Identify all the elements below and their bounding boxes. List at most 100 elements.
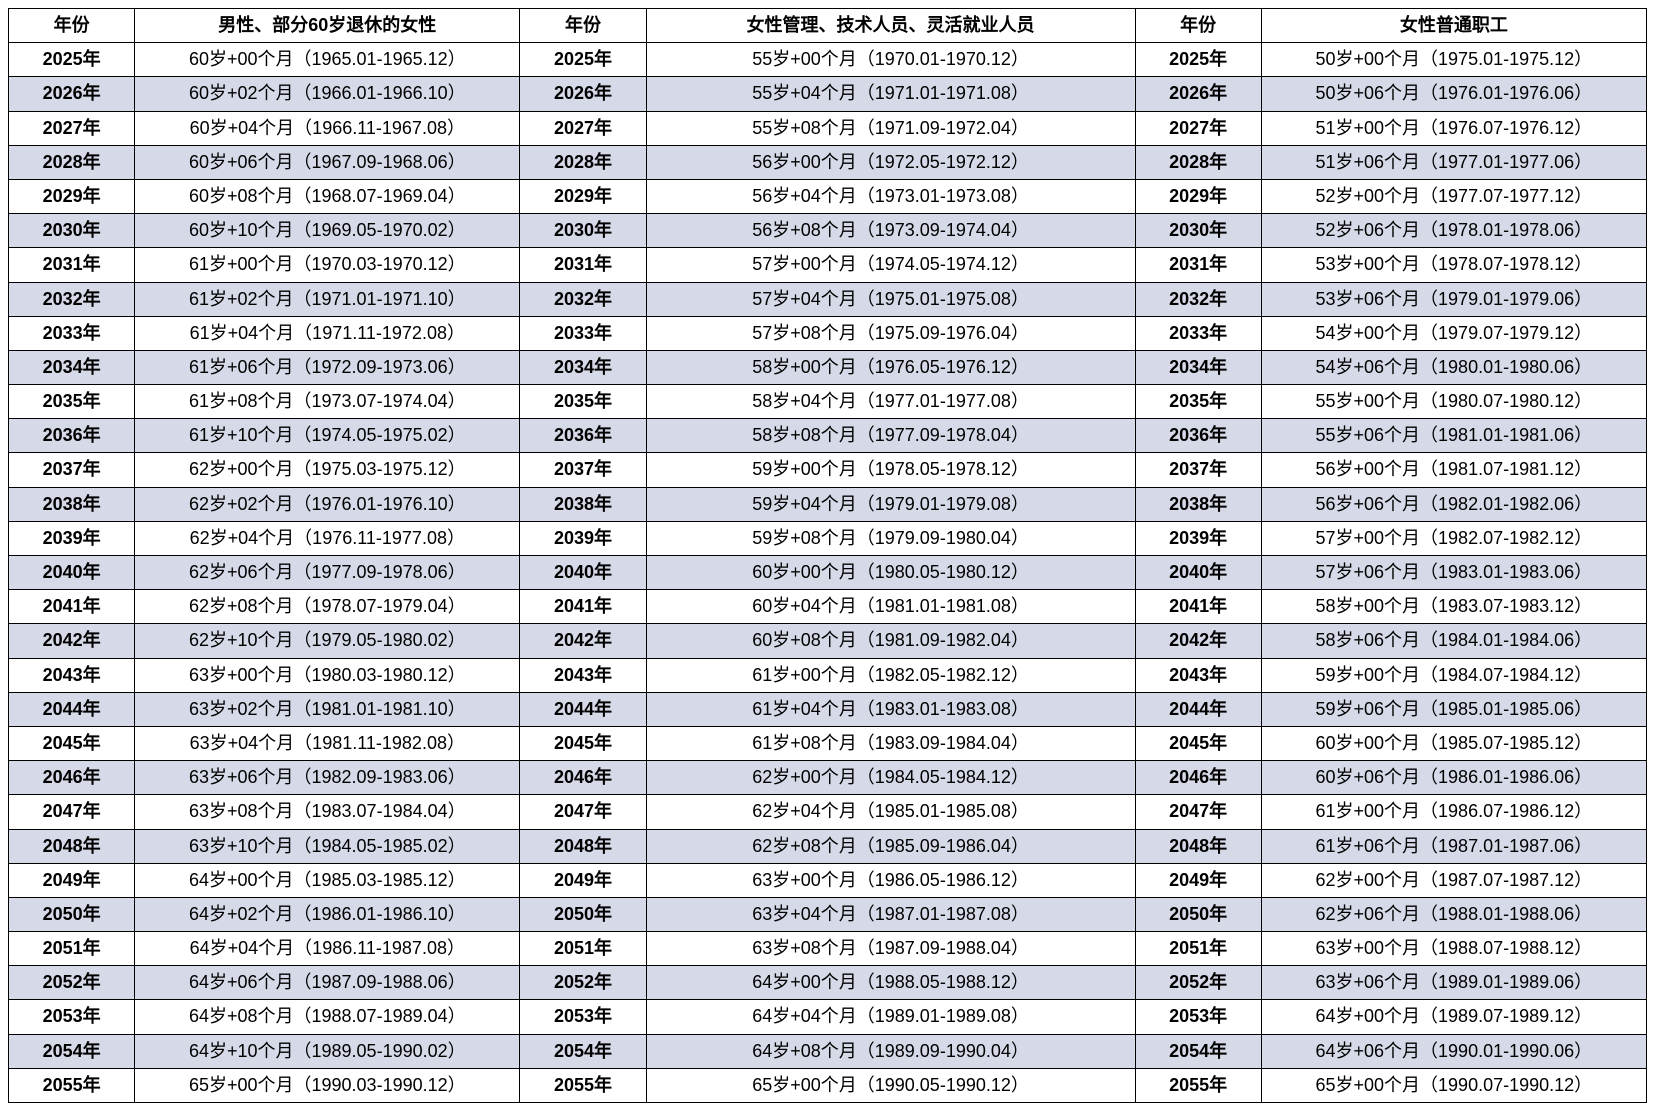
age-cell: 55岁+06个月（1981.01-1981.06） [1261, 419, 1646, 453]
year-cell: 2040年 [9, 556, 135, 590]
table-row: 2036年61岁+10个月（1974.05-1975.02）2036年58岁+0… [9, 419, 1647, 453]
table-row: 2044年63岁+02个月（1981.01-1981.10）2044年61岁+0… [9, 692, 1647, 726]
year-cell: 2053年 [9, 1000, 135, 1034]
year-cell: 2031年 [1135, 248, 1261, 282]
age-cell: 60岁+00个月（1965.01-1965.12） [135, 43, 520, 77]
age-cell: 51岁+06个月（1977.01-1977.06） [1261, 145, 1646, 179]
age-cell: 55岁+04个月（1971.01-1971.08） [646, 77, 1135, 111]
age-cell: 57岁+00个月（1974.05-1974.12） [646, 248, 1135, 282]
year-cell: 2046年 [9, 761, 135, 795]
table-row: 2027年60岁+04个月（1966.11-1967.08）2027年55岁+0… [9, 111, 1647, 145]
age-cell: 60岁+08个月（1968.07-1969.04） [135, 179, 520, 213]
table-row: 2053年64岁+08个月（1988.07-1989.04）2053年64岁+0… [9, 1000, 1647, 1034]
year-cell: 2054年 [520, 1034, 646, 1068]
year-cell: 2026年 [9, 77, 135, 111]
year-cell: 2030年 [1135, 214, 1261, 248]
year-cell: 2042年 [520, 624, 646, 658]
year-cell: 2041年 [9, 590, 135, 624]
age-cell: 63岁+02个月（1981.01-1981.10） [135, 692, 520, 726]
year-cell: 2025年 [520, 43, 646, 77]
year-cell: 2045年 [1135, 726, 1261, 760]
age-cell: 62岁+02个月（1976.01-1976.10） [135, 487, 520, 521]
retirement-age-table: 年份 男性、部分60岁退休的女性 年份 女性管理、技术人员、灵活就业人员 年份 … [8, 8, 1647, 1103]
age-cell: 63岁+04个月（1981.11-1982.08） [135, 726, 520, 760]
age-cell: 64岁+10个月（1989.05-1990.02） [135, 1034, 520, 1068]
year-cell: 2036年 [1135, 419, 1261, 453]
year-cell: 2032年 [9, 282, 135, 316]
age-cell: 60岁+06个月（1967.09-1968.06） [135, 145, 520, 179]
age-cell: 56岁+06个月（1982.01-1982.06） [1261, 487, 1646, 521]
year-cell: 2055年 [1135, 1068, 1261, 1102]
age-cell: 60岁+02个月（1966.01-1966.10） [135, 77, 520, 111]
year-cell: 2035年 [1135, 385, 1261, 419]
age-cell: 51岁+00个月（1976.07-1976.12） [1261, 111, 1646, 145]
age-cell: 64岁+04个月（1986.11-1987.08） [135, 932, 520, 966]
year-cell: 2031年 [9, 248, 135, 282]
year-cell: 2043年 [1135, 658, 1261, 692]
year-cell: 2037年 [520, 453, 646, 487]
year-cell: 2048年 [520, 829, 646, 863]
age-cell: 63岁+00个月（1988.07-1988.12） [1261, 932, 1646, 966]
age-cell: 50岁+00个月（1975.01-1975.12） [1261, 43, 1646, 77]
age-cell: 59岁+00个月（1984.07-1984.12） [1261, 658, 1646, 692]
year-cell: 2034年 [1135, 350, 1261, 384]
age-cell: 54岁+06个月（1980.01-1980.06） [1261, 350, 1646, 384]
year-cell: 2047年 [1135, 795, 1261, 829]
age-cell: 61岁+06个月（1987.01-1987.06） [1261, 829, 1646, 863]
table-row: 2041年62岁+08个月（1978.07-1979.04）2041年60岁+0… [9, 590, 1647, 624]
age-cell: 63岁+06个月（1982.09-1983.06） [135, 761, 520, 795]
age-cell: 61岁+00个月（1986.07-1986.12） [1261, 795, 1646, 829]
age-cell: 64岁+00个月（1985.03-1985.12） [135, 863, 520, 897]
age-cell: 65岁+00个月（1990.05-1990.12） [646, 1068, 1135, 1102]
year-cell: 2025年 [1135, 43, 1261, 77]
year-cell: 2052年 [9, 966, 135, 1000]
year-cell: 2049年 [9, 863, 135, 897]
header-year-2: 年份 [520, 9, 646, 43]
year-cell: 2035年 [520, 385, 646, 419]
age-cell: 56岁+04个月（1973.01-1973.08） [646, 179, 1135, 213]
year-cell: 2045年 [520, 726, 646, 760]
year-cell: 2055年 [9, 1068, 135, 1102]
year-cell: 2043年 [520, 658, 646, 692]
year-cell: 2043年 [9, 658, 135, 692]
year-cell: 2042年 [9, 624, 135, 658]
age-cell: 61岁+10个月（1974.05-1975.02） [135, 419, 520, 453]
age-cell: 59岁+00个月（1978.05-1978.12） [646, 453, 1135, 487]
age-cell: 64岁+04个月（1989.01-1989.08） [646, 1000, 1135, 1034]
age-cell: 52岁+00个月（1977.07-1977.12） [1261, 179, 1646, 213]
table-row: 2046年63岁+06个月（1982.09-1983.06）2046年62岁+0… [9, 761, 1647, 795]
age-cell: 57岁+06个月（1983.01-1983.06） [1261, 556, 1646, 590]
age-cell: 63岁+10个月（1984.05-1985.02） [135, 829, 520, 863]
age-cell: 56岁+00个月（1972.05-1972.12） [646, 145, 1135, 179]
age-cell: 53岁+00个月（1978.07-1978.12） [1261, 248, 1646, 282]
table-row: 2032年61岁+02个月（1971.01-1971.10）2032年57岁+0… [9, 282, 1647, 316]
table-row: 2050年64岁+02个月（1986.01-1986.10）2050年63岁+0… [9, 897, 1647, 931]
age-cell: 61岁+08个月（1983.09-1984.04） [646, 726, 1135, 760]
year-cell: 2044年 [1135, 692, 1261, 726]
header-row: 年份 男性、部分60岁退休的女性 年份 女性管理、技术人员、灵活就业人员 年份 … [9, 9, 1647, 43]
table-row: 2034年61岁+06个月（1972.09-1973.06）2034年58岁+0… [9, 350, 1647, 384]
header-year-1: 年份 [9, 9, 135, 43]
age-cell: 52岁+06个月（1978.01-1978.06） [1261, 214, 1646, 248]
age-cell: 62岁+10个月（1979.05-1980.02） [135, 624, 520, 658]
table-row: 2048年63岁+10个月（1984.05-1985.02）2048年62岁+0… [9, 829, 1647, 863]
table-row: 2033年61岁+04个月（1971.11-1972.08）2033年57岁+0… [9, 316, 1647, 350]
year-cell: 2026年 [520, 77, 646, 111]
table-row: 2038年62岁+02个月（1976.01-1976.10）2038年59岁+0… [9, 487, 1647, 521]
age-cell: 60岁+04个月（1981.01-1981.08） [646, 590, 1135, 624]
table-row: 2037年62岁+00个月（1975.03-1975.12）2037年59岁+0… [9, 453, 1647, 487]
year-cell: 2041年 [1135, 590, 1261, 624]
year-cell: 2026年 [1135, 77, 1261, 111]
header-year-3: 年份 [1135, 9, 1261, 43]
table-row: 2026年60岁+02个月（1966.01-1966.10）2026年55岁+0… [9, 77, 1647, 111]
age-cell: 61岁+00个月（1982.05-1982.12） [646, 658, 1135, 692]
age-cell: 60岁+06个月（1986.01-1986.06） [1261, 761, 1646, 795]
table-row: 2028年60岁+06个月（1967.09-1968.06）2028年56岁+0… [9, 145, 1647, 179]
year-cell: 2050年 [9, 897, 135, 931]
age-cell: 55岁+08个月（1971.09-1972.04） [646, 111, 1135, 145]
age-cell: 56岁+08个月（1973.09-1974.04） [646, 214, 1135, 248]
year-cell: 2040年 [1135, 556, 1261, 590]
year-cell: 2029年 [9, 179, 135, 213]
age-cell: 63岁+06个月（1989.01-1989.06） [1261, 966, 1646, 1000]
year-cell: 2050年 [520, 897, 646, 931]
